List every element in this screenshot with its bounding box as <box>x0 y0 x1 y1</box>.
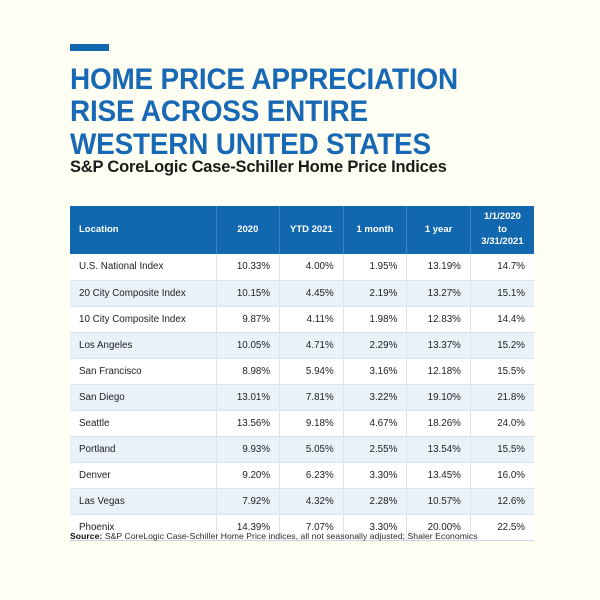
cell-year1: 12.18% <box>406 358 471 385</box>
cell-month1: 3.22% <box>343 384 408 411</box>
cell-ytd2021: 7.81% <box>279 384 344 411</box>
column-header-location: Location <box>70 206 217 254</box>
cell-location: 10 City Composite Index <box>70 306 217 333</box>
cell-month1: 1.98% <box>343 306 408 333</box>
cell-month1: 3.16% <box>343 358 408 385</box>
table-header-row: Location 2020 YTD 2021 1 month 1 year 1/… <box>70 206 534 254</box>
cell-span: 15.5% <box>470 436 534 463</box>
cell-month1: 2.19% <box>343 280 408 307</box>
source-text: S&P CoreLogic Case-Schiller Home Price i… <box>104 531 478 541</box>
cell-location: Seattle <box>70 410 217 437</box>
cell-span: 22.5% <box>470 514 534 541</box>
cell-location: Portland <box>70 436 217 463</box>
column-header-1-month: 1 month <box>343 206 408 254</box>
cell-month1: 2.28% <box>343 488 408 515</box>
cell-y2020: 10.05% <box>216 332 281 359</box>
cell-span: 15.5% <box>470 358 534 385</box>
table-row: Las Vegas 7.92% 4.32% 2.28% 10.57% 12.6% <box>70 488 534 515</box>
cell-y2020: 13.56% <box>216 410 281 437</box>
table-row: San Francisco 8.98% 5.94% 3.16% 12.18% 15.5% <box>70 358 534 385</box>
cell-year1: 12.83% <box>406 306 471 333</box>
cell-y2020: 13.01% <box>216 384 281 411</box>
cell-location: U.S. National Index <box>70 254 217 281</box>
cell-y2020: 14.39% <box>216 514 281 541</box>
cell-location: San Francisco <box>70 358 217 385</box>
table-row: 10 City Composite Index 9.87% 4.11% 1.98% 12… <box>70 306 534 333</box>
cell-y2020: 8.98% <box>216 358 281 385</box>
cell-span: 21.8% <box>470 384 534 411</box>
cell-span: 15.1% <box>470 280 534 307</box>
cell-ytd2021: 9.18% <box>279 410 344 437</box>
cell-ytd2021: 6.23% <box>279 462 344 489</box>
cell-ytd2021: 5.94% <box>279 358 344 385</box>
table-header: Location 2020 YTD 2021 1 month 1 year 1/… <box>70 206 534 254</box>
cell-y2020: 9.93% <box>216 436 281 463</box>
cell-location: San Diego <box>70 384 217 411</box>
table-row: Seattle 13.56% 9.18% 4.67% 18.26% 24.0% <box>70 410 534 437</box>
table-body: U.S. National Index 10.33% 4.00% 1.95% 13.19… <box>70 254 534 541</box>
cell-span: 16.0% <box>470 462 534 489</box>
column-header-date-span: 1/1/2020 to 3/31/2021 <box>470 206 534 254</box>
cell-month1: 4.67% <box>343 410 408 437</box>
cell-span: 14.4% <box>470 306 534 333</box>
cell-ytd2021: 7.07% <box>279 514 344 541</box>
cell-ytd2021: 4.11% <box>279 306 344 333</box>
column-header-1-year: 1 year <box>406 206 471 254</box>
cell-ytd2021: 4.71% <box>279 332 344 359</box>
table-row: Phoenix 14.39% 7.07% 3.30% 20.00% 22.5% <box>70 514 534 541</box>
table-row: San Diego 13.01% 7.81% 3.22% 19.10% 21.8% <box>70 384 534 411</box>
cell-location: Los Angeles <box>70 332 217 359</box>
cell-y2020: 9.20% <box>216 462 281 489</box>
table-row: Los Angeles 10.05% 4.71% 2.29% 13.37% 15.2% <box>70 332 534 359</box>
column-header-2020: 2020 <box>216 206 281 254</box>
accent-bar <box>70 44 109 51</box>
cell-year1: 19.10% <box>406 384 471 411</box>
cell-year1: 13.37% <box>406 332 471 359</box>
source-note: Source: S&P CoreLogic Case-Schiller Home… <box>70 531 478 541</box>
cell-location: Las Vegas <box>70 488 217 515</box>
date-span-line-1: 1/1/2020 to <box>483 210 521 235</box>
cell-year1: 10.57% <box>406 488 471 515</box>
cell-span: 12.6% <box>470 488 534 515</box>
source-label: Source: <box>70 531 103 541</box>
cell-year1: 13.27% <box>406 280 471 307</box>
cell-span: 14.7% <box>470 254 534 281</box>
cell-location: Phoenix <box>70 514 217 541</box>
cell-y2020: 9.87% <box>216 306 281 333</box>
data-table-container: Location 2020 YTD 2021 1 month 1 year 1/… <box>70 206 534 541</box>
cell-span: 24.0% <box>470 410 534 437</box>
cell-location: 20 City Composite Index <box>70 280 217 307</box>
cell-y2020: 10.15% <box>216 280 281 307</box>
cell-y2020: 7.92% <box>216 488 281 515</box>
cell-span: 15.2% <box>470 332 534 359</box>
cell-year1: 13.45% <box>406 462 471 489</box>
cell-year1: 18.26% <box>406 410 471 437</box>
date-span-line-2: 3/31/2021 <box>481 236 524 248</box>
table-row: U.S. National Index 10.33% 4.00% 1.95% 13.19… <box>70 254 534 281</box>
cell-month1: 3.30% <box>343 514 408 541</box>
cell-ytd2021: 4.32% <box>279 488 344 515</box>
cell-ytd2021: 4.45% <box>279 280 344 307</box>
cell-month1: 2.29% <box>343 332 408 359</box>
cell-ytd2021: 5.05% <box>279 436 344 463</box>
cell-year1: 13.19% <box>406 254 471 281</box>
table-row: Portland 9.93% 5.05% 2.55% 13.54% 15.5% <box>70 436 534 463</box>
column-header-ytd-2021: YTD 2021 <box>279 206 344 254</box>
page-subtitle: S&P CoreLogic Case-Schiller Home Price I… <box>70 158 447 176</box>
page-title: Home Price Appreciation Rise Across Enti… <box>70 63 458 161</box>
cell-month1: 1.95% <box>343 254 408 281</box>
cell-month1: 2.55% <box>343 436 408 463</box>
cell-ytd2021: 4.00% <box>279 254 344 281</box>
cell-y2020: 10.33% <box>216 254 281 281</box>
cell-month1: 3.30% <box>343 462 408 489</box>
home-price-table: Location 2020 YTD 2021 1 month 1 year 1/… <box>70 206 534 541</box>
cell-year1: 13.54% <box>406 436 471 463</box>
table-row: Denver 9.20% 6.23% 3.30% 13.45% 16.0% <box>70 462 534 489</box>
cell-location: Denver <box>70 462 217 489</box>
table-row: 20 City Composite Index 10.15% 4.45% 2.19% 1… <box>70 280 534 307</box>
cell-year1: 20.00% <box>406 514 471 541</box>
